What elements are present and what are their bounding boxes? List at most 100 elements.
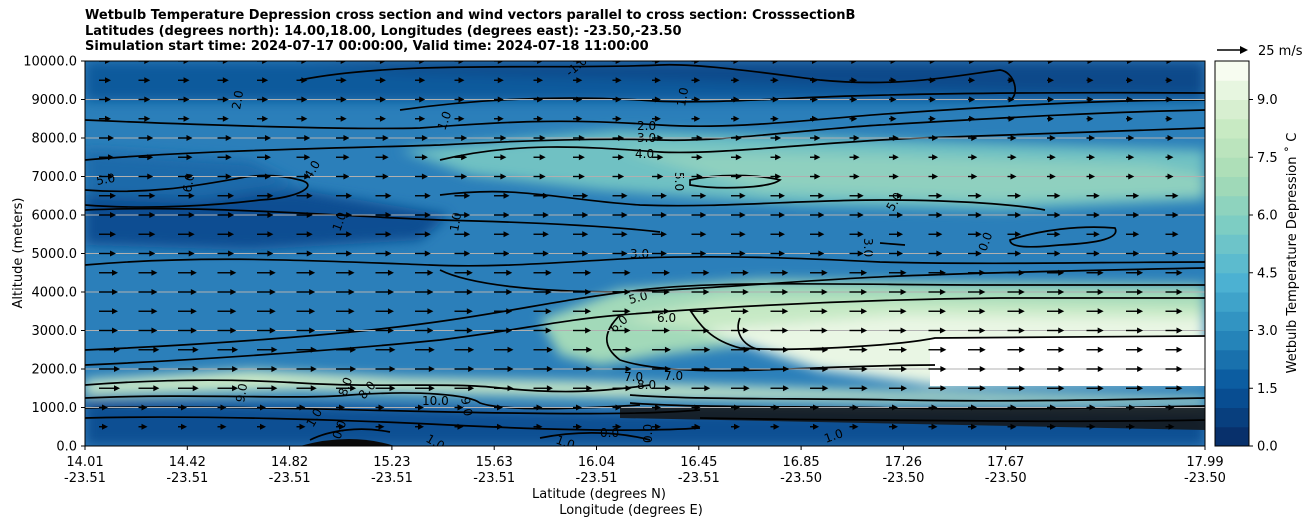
wind-vector xyxy=(533,269,552,276)
wind-vector xyxy=(573,404,582,411)
wind-vector xyxy=(99,269,118,276)
wind-vectors xyxy=(99,61,1183,430)
wind-vector xyxy=(573,346,593,353)
wind-vector xyxy=(691,154,703,161)
wind-vector xyxy=(691,385,711,392)
contour-label: 3.0 xyxy=(861,238,875,257)
wind-vector xyxy=(257,346,278,353)
wind-vector xyxy=(889,346,908,353)
wind-vector xyxy=(296,269,316,276)
wind-vector xyxy=(731,269,749,276)
wind-vector xyxy=(612,154,625,161)
wind-vector xyxy=(296,250,313,257)
wind-vector xyxy=(454,366,475,372)
wind-vector xyxy=(889,269,907,276)
wind-vector xyxy=(415,154,428,161)
wind-vector xyxy=(138,346,160,353)
wind-vector xyxy=(415,289,434,295)
contour-label: 5.0 xyxy=(627,288,649,306)
colorbar-band xyxy=(1215,157,1249,177)
contour-label: 0.0 xyxy=(641,424,655,443)
wind-vector xyxy=(889,366,908,372)
wind-vector xyxy=(691,308,710,315)
quiver-key: 25 m/s xyxy=(1217,44,1303,59)
wind-vector xyxy=(296,212,313,218)
wind-vector xyxy=(336,289,355,295)
wind-vector xyxy=(810,231,825,238)
contour-label: 9.0 xyxy=(458,396,475,417)
wind-vector xyxy=(968,327,986,334)
wind-vector xyxy=(415,212,431,218)
wind-vector xyxy=(573,77,583,84)
wind-vector xyxy=(99,366,120,372)
wind-vector xyxy=(652,212,667,218)
wind-vector xyxy=(375,135,389,141)
wind-vector xyxy=(849,61,858,64)
wind-vector xyxy=(731,212,746,218)
wind-vector xyxy=(1126,135,1135,141)
y-tick-label: 5000.0 xyxy=(32,247,78,262)
title-line-1: Wetbulb Temperature Depression cross sec… xyxy=(85,8,856,23)
wind-vector xyxy=(1126,212,1140,218)
wind-vector xyxy=(691,212,707,218)
wind-vector xyxy=(1126,77,1133,84)
wind-vector xyxy=(731,61,740,64)
wind-vector xyxy=(375,173,389,180)
wind-vector xyxy=(494,385,514,392)
wind-vector xyxy=(375,404,385,411)
wind-vector xyxy=(1126,385,1144,392)
wind-vector xyxy=(1086,192,1100,199)
colorbar-band xyxy=(1215,118,1249,139)
wind-vector xyxy=(1165,96,1173,103)
colorbar-tick-label: 9.0 xyxy=(1257,93,1278,108)
wind-vector xyxy=(454,77,465,84)
wind-vector xyxy=(454,289,473,295)
wind-vector xyxy=(217,289,237,295)
wind-vector xyxy=(99,96,111,103)
wind-vector xyxy=(217,385,239,392)
wind-vector xyxy=(533,115,544,122)
y-tick-label: 4000.0 xyxy=(32,286,78,301)
wind-vector xyxy=(810,366,829,372)
wind-vector xyxy=(375,366,396,372)
x-tick-label-lon: -23.51 xyxy=(576,471,618,486)
wind-vector xyxy=(415,308,434,315)
wind-vector xyxy=(889,423,898,430)
wind-vector xyxy=(1165,154,1174,161)
wind-vector xyxy=(336,250,353,257)
y-tick-label: 8000.0 xyxy=(32,132,78,147)
wind-vector xyxy=(573,231,589,238)
wind-vector xyxy=(1165,77,1173,84)
wind-vector xyxy=(336,173,350,180)
wind-vector xyxy=(533,212,549,218)
colorbar-band xyxy=(1215,292,1249,312)
wind-vector xyxy=(889,77,897,84)
colorbar-tick-label: 3.0 xyxy=(1257,324,1278,339)
wind-vector xyxy=(652,289,670,295)
wind-vector xyxy=(494,192,510,199)
wind-vector xyxy=(770,308,789,315)
wind-vector xyxy=(968,366,986,372)
wind-vector xyxy=(691,231,707,238)
wind-vector xyxy=(415,115,426,122)
wind-vector xyxy=(336,154,350,161)
wind-vector xyxy=(99,115,111,122)
wind-vector xyxy=(849,308,868,315)
x-tick-label-lon: -23.51 xyxy=(64,471,106,486)
wind-vector xyxy=(612,250,628,257)
wind-vector xyxy=(217,269,237,276)
wind-vector xyxy=(336,366,357,372)
wind-vector xyxy=(889,192,904,199)
wind-vector xyxy=(691,96,701,103)
wind-vector xyxy=(731,250,746,257)
wind-vector xyxy=(573,154,585,161)
wind-vector xyxy=(652,192,667,199)
colorbar-band xyxy=(1215,407,1249,428)
wind-vector xyxy=(1047,308,1065,315)
colorbar-band xyxy=(1215,388,1249,408)
wind-vector xyxy=(612,366,632,372)
wind-vector xyxy=(99,61,111,64)
wind-vector xyxy=(928,135,939,141)
wind-vector xyxy=(810,289,828,295)
wind-vector xyxy=(533,61,544,64)
